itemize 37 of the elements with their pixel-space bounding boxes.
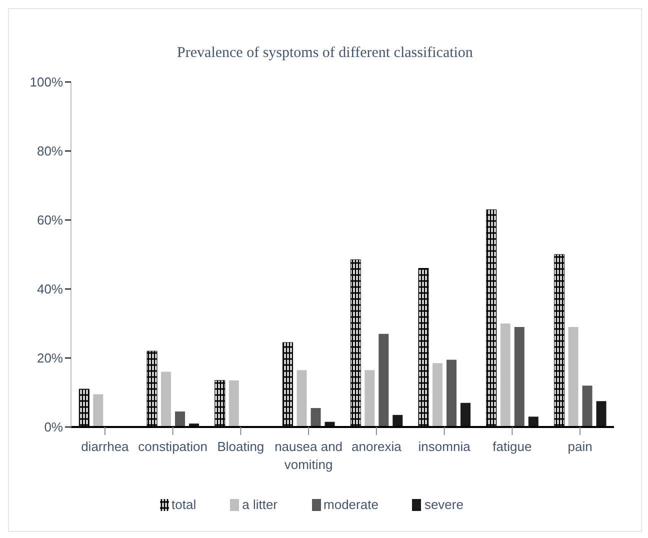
x-tick-label: nausea and vomiting [274, 439, 343, 472]
y-tick-label: 100% [30, 74, 64, 90]
bar [161, 372, 172, 427]
bar [175, 411, 186, 427]
legend-label: severe [423, 497, 464, 512]
bar [392, 414, 403, 427]
x-tick-label: constipation [138, 439, 208, 454]
x-tick-label: pain [568, 439, 592, 454]
bar [446, 360, 457, 427]
bar [228, 380, 239, 427]
bar [93, 394, 104, 427]
x-tick-label: Bloating [217, 439, 264, 454]
legend-label: moderate [322, 497, 378, 512]
bar [310, 408, 321, 427]
legend-label: total [170, 497, 196, 512]
x-tick-label: diarrhea [81, 439, 130, 454]
chart-title: Prevalence of sysptoms of different classification [176, 45, 474, 62]
legend-label: a litter [241, 497, 278, 512]
bar [582, 386, 592, 427]
y-tick-label: 80% [36, 144, 64, 159]
x-tick-label: anorexia [352, 439, 402, 454]
bar [432, 363, 443, 427]
x-tick-label: insomnia [418, 439, 472, 454]
bar [460, 402, 471, 427]
y-tick-label: 20% [36, 350, 64, 366]
bar [378, 334, 389, 427]
y-tick-label: 40% [36, 282, 64, 297]
bar [500, 324, 510, 427]
bar [568, 326, 578, 427]
bar [364, 370, 375, 427]
x-tick-label: fatigue [492, 439, 532, 454]
bar [514, 326, 524, 427]
bar [528, 416, 538, 427]
y-tick-label: 60% [36, 212, 64, 228]
bar [296, 370, 307, 427]
bar [596, 401, 606, 427]
y-tick-label: 0% [44, 420, 64, 435]
